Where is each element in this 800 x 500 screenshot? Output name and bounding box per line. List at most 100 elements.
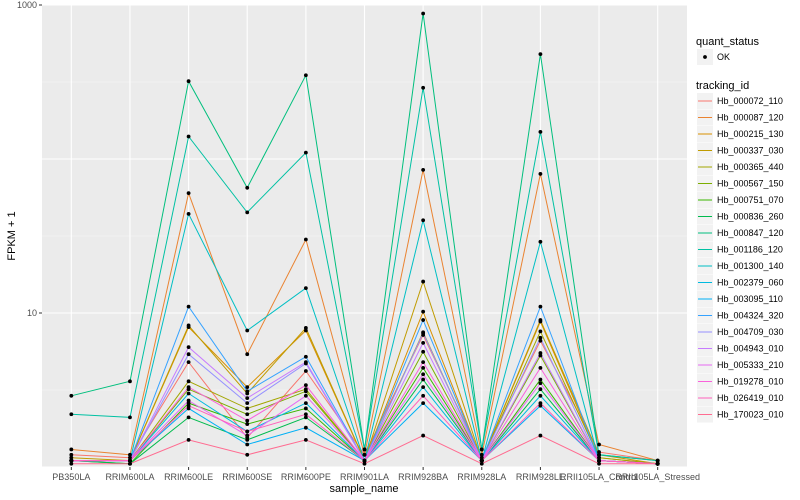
data-point bbox=[538, 239, 543, 244]
data-point bbox=[538, 338, 543, 343]
data-point bbox=[421, 393, 426, 398]
data-point bbox=[421, 349, 426, 354]
data-point bbox=[421, 340, 426, 345]
data-point bbox=[421, 377, 426, 382]
legend-series-label: Hb_004709_030 bbox=[717, 327, 784, 337]
data-point bbox=[186, 403, 191, 408]
data-point bbox=[69, 412, 74, 417]
data-point bbox=[538, 381, 543, 386]
data-point bbox=[128, 379, 132, 384]
legend-series-label: Hb_002379_060 bbox=[717, 278, 784, 288]
y-axis-title: FPKM + 1 bbox=[6, 211, 18, 260]
data-point bbox=[303, 354, 308, 359]
data-point bbox=[479, 452, 484, 457]
data-point bbox=[186, 134, 191, 139]
data-point bbox=[69, 447, 74, 452]
data-point bbox=[655, 458, 660, 463]
x-tick-label: RRIM901LA bbox=[340, 472, 389, 482]
data-point bbox=[186, 415, 191, 420]
data-point bbox=[655, 461, 660, 466]
data-point bbox=[538, 335, 543, 340]
data-point bbox=[245, 418, 250, 423]
y-axis: 10 1000 bbox=[17, 0, 42, 318]
data-point bbox=[421, 433, 426, 438]
data-point bbox=[538, 366, 543, 370]
data-point bbox=[245, 396, 250, 401]
legend-series-label: Hb_004943_010 bbox=[717, 344, 784, 354]
data-point bbox=[186, 406, 191, 411]
data-point bbox=[362, 452, 367, 457]
data-point bbox=[303, 425, 308, 430]
data-point bbox=[245, 185, 250, 190]
data-point bbox=[538, 172, 543, 176]
data-point bbox=[597, 458, 601, 463]
data-point bbox=[245, 328, 250, 333]
data-point bbox=[479, 447, 484, 452]
data-point bbox=[421, 318, 426, 322]
data-point bbox=[303, 412, 308, 417]
x-tick-label: RRIM600SE bbox=[222, 472, 272, 482]
data-point bbox=[479, 461, 484, 466]
legend: quant_status OK tracking_id Hb_000072_11… bbox=[696, 36, 784, 423]
data-point bbox=[303, 437, 308, 442]
legend-series-label: Hb_019278_010 bbox=[717, 377, 784, 387]
x-tick-label: RRII105LA_Control bbox=[560, 472, 638, 482]
legend-series-label: Hb_026419_010 bbox=[717, 393, 784, 403]
data-point bbox=[538, 318, 543, 322]
legend-series-label: Hb_000567_150 bbox=[717, 179, 784, 189]
data-point bbox=[69, 393, 74, 398]
data-point bbox=[245, 385, 250, 390]
data-point bbox=[362, 458, 367, 463]
x-tick-label: RRIM928LE bbox=[516, 472, 565, 482]
data-point bbox=[69, 461, 74, 466]
data-point bbox=[538, 329, 543, 334]
data-point bbox=[303, 150, 308, 155]
x-tick-label: RRIM928LA bbox=[457, 472, 506, 482]
data-point bbox=[69, 452, 74, 457]
x-tick-label: RRIM600PE bbox=[281, 472, 331, 482]
legend-series-label: Hb_000751_070 bbox=[717, 195, 784, 205]
data-point bbox=[421, 360, 426, 364]
legend-series-label: Hb_003095_110 bbox=[717, 294, 783, 304]
data-point bbox=[128, 452, 132, 457]
data-point bbox=[245, 429, 250, 434]
data-point bbox=[186, 345, 191, 350]
data-point bbox=[421, 279, 426, 284]
y-tick-label: 1000 bbox=[17, 0, 37, 10]
data-point bbox=[597, 455, 601, 460]
data-point bbox=[597, 442, 601, 447]
data-point bbox=[303, 383, 308, 388]
data-point bbox=[421, 309, 426, 314]
data-point bbox=[186, 212, 191, 216]
legend-series-label: Hb_170023_010 bbox=[717, 410, 784, 420]
data-point bbox=[421, 401, 426, 405]
data-point bbox=[538, 129, 543, 134]
legend-color-items: Hb_000072_110 Hb_000087_120 Hb_000215_130 H… bbox=[697, 93, 784, 423]
legend-series-label: Hb_001300_140 bbox=[717, 261, 784, 271]
data-point bbox=[303, 415, 308, 420]
data-point bbox=[421, 331, 426, 336]
data-point bbox=[303, 393, 308, 398]
y-tick-label: 10 bbox=[27, 308, 37, 318]
data-points bbox=[69, 11, 660, 466]
data-point bbox=[128, 458, 132, 463]
data-point bbox=[538, 393, 543, 398]
data-point bbox=[245, 442, 250, 447]
data-point bbox=[538, 377, 543, 382]
data-point bbox=[245, 352, 250, 357]
data-point bbox=[597, 452, 601, 457]
data-point bbox=[245, 401, 250, 405]
data-point bbox=[128, 415, 132, 420]
data-point bbox=[421, 366, 426, 370]
data-point bbox=[245, 422, 250, 426]
legend-point-marker bbox=[703, 55, 707, 59]
x-tick-label: RRIM600LA bbox=[105, 472, 154, 482]
data-point bbox=[69, 458, 74, 463]
data-point bbox=[186, 398, 191, 403]
data-point bbox=[186, 379, 191, 384]
data-point bbox=[186, 323, 191, 328]
data-point bbox=[245, 210, 250, 215]
x-axis: PB350LA RRIM600LA RRIM600LE RRIM600SE RRIM60… bbox=[52, 467, 700, 482]
data-point bbox=[362, 447, 367, 452]
